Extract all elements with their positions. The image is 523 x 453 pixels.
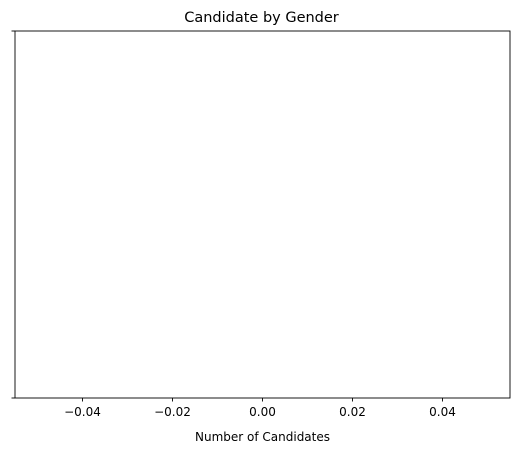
x-tick-label: 0.02 bbox=[339, 405, 366, 419]
x-tick-label: 0.04 bbox=[429, 405, 456, 419]
x-tick-label: −0.02 bbox=[154, 405, 191, 419]
chart-title: Candidate by Gender bbox=[184, 10, 339, 26]
plot-area: −0.04 −0.02 0.00 0.02 0.04 bbox=[11, 30, 511, 419]
x-tick-label: 0.00 bbox=[249, 405, 276, 419]
x-tick-label: −0.04 bbox=[64, 405, 101, 419]
x-axis-label: Number of Candidates bbox=[195, 430, 330, 444]
x-axis-ticks: −0.04 −0.02 0.00 0.02 0.04 bbox=[64, 398, 456, 419]
